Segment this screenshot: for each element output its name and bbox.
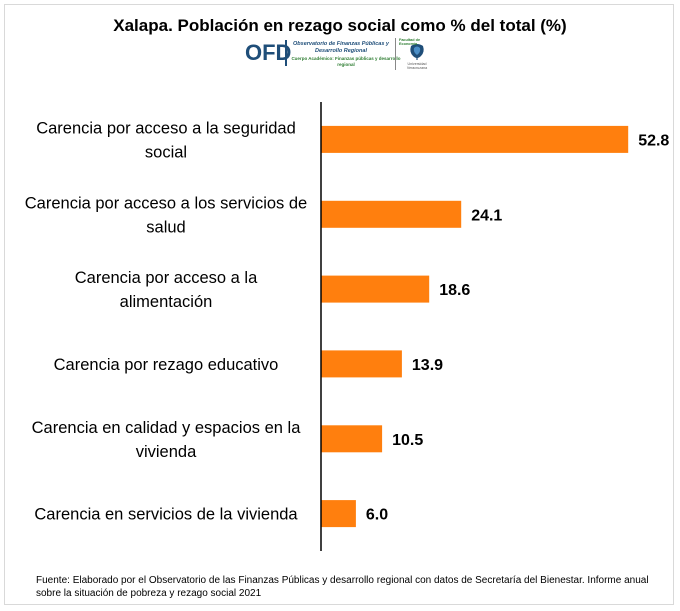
category-labels-layer: Carencia por acceso a la seguridad social… bbox=[25, 119, 307, 523]
value-label-2: 24.1 bbox=[471, 207, 502, 224]
value-label-3: 18.6 bbox=[439, 282, 470, 299]
uv-seal-icon bbox=[410, 44, 424, 60]
category-label-6: Carencia en servicios de la vivienda bbox=[34, 506, 298, 524]
ofd-logo-rule bbox=[285, 40, 287, 66]
ofd-logo-tagline: Cuerpo Académico: Finanzas públicas y de… bbox=[291, 56, 401, 67]
ofd-logo-brand: OFD bbox=[245, 40, 292, 65]
value-label-5: 10.5 bbox=[392, 432, 423, 449]
category-label-2: Carencia por acceso a los servicios de sa… bbox=[25, 194, 307, 236]
category-label-5: Carencia en calidad y espacios en la vivi… bbox=[32, 419, 302, 461]
ofd-logo-subtitle: Observatorio de Finanzas Públicas y Desa… bbox=[293, 41, 389, 54]
bar-2 bbox=[321, 200, 462, 228]
value-label-4: 13.9 bbox=[412, 357, 443, 374]
bar-5 bbox=[321, 425, 383, 453]
bars-layer bbox=[321, 125, 629, 528]
bar-4 bbox=[321, 350, 402, 378]
category-label-1: Carencia por acceso a la seguridad social bbox=[36, 119, 296, 161]
chart-title: Xalapa. Población en rezago social como … bbox=[113, 16, 567, 35]
value-label-6: 6.0 bbox=[366, 507, 388, 524]
category-label-4: Carencia por rezago educativo bbox=[54, 356, 279, 374]
source-note: Fuente: Elaborado por el Observatorio de… bbox=[36, 575, 649, 599]
ofd-logo: OFD Observatorio de Finanzas Públicas y … bbox=[245, 38, 445, 74]
bar-3 bbox=[321, 275, 430, 303]
uv-seal-bottom-text: Universidad Veracruzana bbox=[406, 62, 428, 70]
value-label-1: 52.8 bbox=[638, 132, 669, 149]
uv-seal: Facultad de Economía Universidad Veracru… bbox=[397, 38, 437, 72]
value-labels-layer: 52.8 24.1 18.6 13.9 10.5 6.0 bbox=[366, 132, 670, 523]
category-label-3: Carencia por acceso a la alimentación bbox=[75, 269, 258, 311]
chart-frame bbox=[4, 4, 674, 605]
bar-1 bbox=[321, 125, 629, 153]
bar-6 bbox=[321, 500, 356, 528]
logo-divider bbox=[395, 38, 396, 70]
uv-seal-top-text: Facultad de Economía bbox=[399, 38, 421, 46]
